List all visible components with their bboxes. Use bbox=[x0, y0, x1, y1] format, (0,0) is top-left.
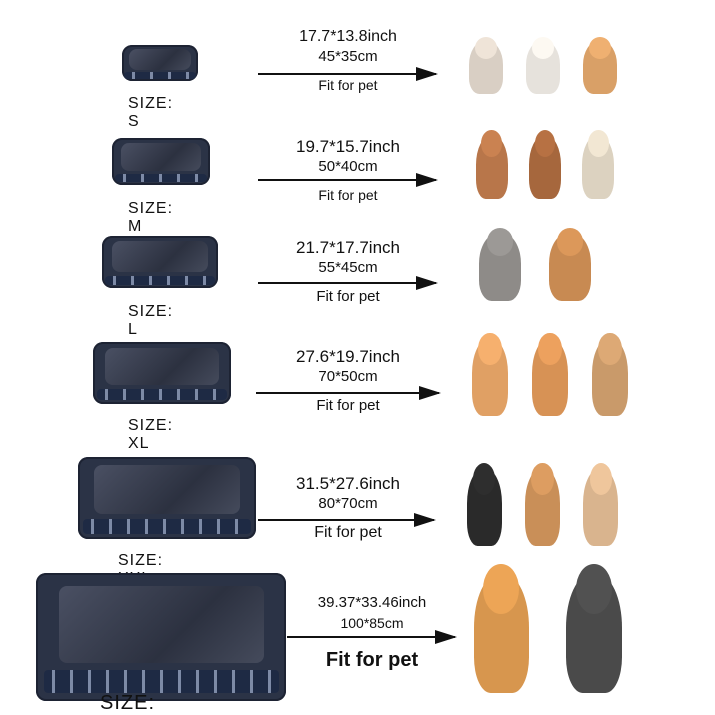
dog-head-icon bbox=[575, 564, 612, 615]
pet-bed-image bbox=[112, 138, 210, 185]
dog-head-icon bbox=[588, 130, 609, 158]
bed-pattern-band bbox=[124, 72, 196, 79]
dog-image bbox=[473, 564, 529, 693]
size-value: L bbox=[128, 321, 138, 338]
pet-bed-image bbox=[36, 573, 286, 701]
size-label: SIZE: S bbox=[128, 95, 173, 131]
cat-image bbox=[472, 332, 508, 416]
dimension-inch: 27.6*19.7inch bbox=[296, 347, 400, 366]
fit-for-pet-label: Fit for pet bbox=[314, 524, 382, 541]
dimension-cm: 80*70cm bbox=[318, 495, 378, 512]
dog-head-icon bbox=[589, 462, 613, 496]
dimension-cm: 50*40cm bbox=[318, 158, 378, 175]
size-prefix: SIZE: bbox=[128, 200, 174, 217]
dog-head-icon bbox=[556, 227, 584, 257]
size-label: SIZE: XL bbox=[128, 417, 173, 453]
dog-image bbox=[475, 130, 508, 200]
dog-image bbox=[549, 227, 591, 301]
size-prefix: SIZE: bbox=[128, 95, 174, 112]
fit-for-pet-label: Fit for pet bbox=[316, 397, 380, 414]
size-value: S bbox=[128, 113, 140, 130]
pet-bed-image bbox=[102, 236, 218, 288]
dog-head-icon bbox=[538, 332, 562, 366]
fit-for-pet-label: Fit for pet bbox=[318, 77, 378, 93]
dimensions: 21.7*17.7inch 55*45cm Fit for pet bbox=[258, 237, 438, 305]
dog-image bbox=[582, 36, 617, 94]
fit-for-pet-label: Fit for pet bbox=[316, 288, 380, 305]
arrow-icon bbox=[258, 67, 438, 81]
size-value: M bbox=[128, 218, 143, 235]
bed-pattern-band bbox=[43, 670, 279, 694]
cat-head-icon bbox=[532, 36, 554, 60]
dimension-cm: 100*85cm bbox=[340, 615, 404, 631]
cat-head-icon bbox=[475, 36, 498, 60]
dimensions: 31.5*27.6inch 80*70cm Fit for pet bbox=[258, 473, 438, 542]
arrow-icon bbox=[287, 630, 457, 644]
dog-image bbox=[532, 332, 568, 416]
cat-image bbox=[479, 227, 521, 301]
arrow-icon bbox=[258, 173, 438, 187]
dog-head-icon bbox=[588, 36, 611, 60]
dog-head-icon bbox=[483, 564, 519, 615]
cat-head-icon bbox=[478, 332, 502, 366]
dog-head-icon bbox=[481, 130, 502, 158]
dimension-cm: 70*50cm bbox=[318, 368, 378, 385]
size-prefix: SIZE: bbox=[128, 417, 174, 434]
pet-bed-image bbox=[122, 45, 198, 81]
arrow-icon bbox=[258, 276, 438, 290]
dog-image bbox=[466, 462, 502, 546]
size-label: SIZE: 3XL bbox=[100, 692, 155, 715]
size-prefix: SIZE: bbox=[100, 692, 156, 714]
bed-cushion bbox=[58, 585, 264, 663]
dimension-cm: 55*45cm bbox=[318, 259, 378, 276]
dimension-cm: 45*35cm bbox=[318, 48, 378, 65]
dimension-inch: 17.7*13.8inch bbox=[299, 28, 397, 45]
dog-head-icon bbox=[534, 130, 556, 158]
size-prefix: SIZE: bbox=[118, 552, 164, 569]
dog-image bbox=[566, 564, 622, 693]
dimensions: 39.37*33.46inch 100*85cm Fit for pet bbox=[282, 592, 462, 672]
dimension-inch: 21.7*17.7inch bbox=[296, 238, 400, 257]
size-label: SIZE: L bbox=[128, 303, 173, 339]
pet-bed-image bbox=[78, 457, 256, 539]
cat-image bbox=[526, 36, 560, 94]
dimensions: 27.6*19.7inch 70*50cm Fit for pet bbox=[258, 346, 438, 414]
size-label: SIZE: M bbox=[128, 200, 173, 236]
bed-pattern-band bbox=[97, 389, 227, 401]
dimensions: 17.7*13.8inch 45*35cm Fit for pet bbox=[258, 26, 438, 93]
dog-head-icon bbox=[531, 462, 554, 496]
arrow-icon bbox=[256, 386, 441, 400]
bed-cushion bbox=[112, 241, 208, 273]
bed-pattern-band bbox=[83, 519, 251, 535]
bed-cushion bbox=[105, 348, 219, 386]
dog-image bbox=[525, 462, 560, 546]
dog-image bbox=[582, 130, 615, 200]
bed-cushion bbox=[94, 465, 240, 515]
bed-cushion bbox=[128, 48, 192, 71]
dog-head-icon bbox=[472, 462, 496, 496]
dog-image bbox=[529, 130, 561, 200]
size-prefix: SIZE: bbox=[128, 303, 174, 320]
cat-head-icon bbox=[486, 227, 514, 257]
cat-image bbox=[469, 36, 504, 94]
size-value: XL bbox=[128, 435, 150, 452]
dog-image bbox=[583, 462, 619, 546]
dog-image bbox=[592, 332, 628, 416]
fit-for-pet-label: Fit for pet bbox=[325, 649, 419, 671]
dimension-inch: 19.7*15.7inch bbox=[296, 137, 400, 156]
dimensions: 19.7*15.7inch 50*40cm Fit for pet bbox=[258, 136, 438, 203]
dimension-inch: 39.37*33.46inch bbox=[317, 594, 427, 611]
bed-pattern-band bbox=[105, 275, 215, 285]
fit-for-pet-label: Fit for pet bbox=[318, 187, 378, 203]
dimension-inch: 31.5*27.6inch bbox=[296, 474, 400, 493]
arrow-icon bbox=[258, 513, 436, 527]
bed-cushion bbox=[120, 142, 202, 171]
bed-pattern-band bbox=[114, 173, 208, 183]
pet-bed-image bbox=[93, 342, 231, 404]
dog-head-icon bbox=[598, 332, 622, 366]
